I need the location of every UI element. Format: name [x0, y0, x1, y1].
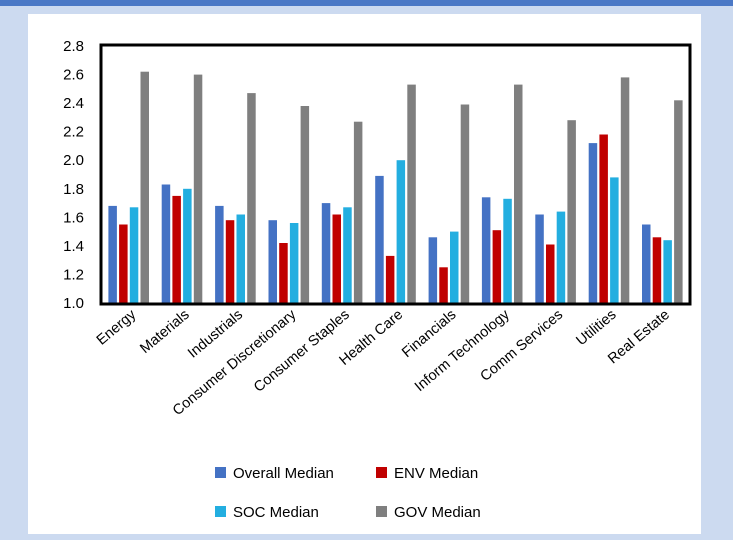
x-category-label: Consumer Staples — [251, 307, 353, 396]
bar-overall-median-5 — [375, 175, 384, 303]
bar-gov-median-6 — [460, 104, 470, 303]
bar-env-median-7 — [492, 230, 502, 303]
bar-soc-median-8 — [556, 211, 566, 303]
bar-env-median-4 — [332, 214, 341, 303]
bar-overall-median-4 — [321, 203, 331, 303]
bar-env-median-8 — [546, 244, 555, 303]
bar-soc-median-5 — [396, 160, 406, 303]
bar-env-median-5 — [385, 255, 395, 303]
bar-soc-median-4 — [343, 207, 352, 303]
bar-gov-median-0 — [140, 71, 149, 303]
bar-soc-median-2 — [236, 214, 245, 303]
bar-overall-median-8 — [535, 214, 544, 303]
y-tick-label: 1.8 — [63, 181, 84, 198]
bar-overall-median-7 — [481, 197, 491, 303]
y-tick-label: 1.0 — [63, 295, 84, 312]
bar-gov-median-1 — [193, 74, 203, 303]
bar-soc-median-6 — [450, 231, 459, 303]
legend-swatch — [215, 506, 226, 517]
bar-chart: 2.8 2.6 2.4 2.2 2.0 1.8 1.6 1.4 1.2 1.0 EnergyMat… — [63, 38, 692, 521]
bar-overall-median-2 — [215, 205, 224, 303]
legend-label: SOC Median — [233, 504, 319, 521]
bar-overall-median-1 — [161, 184, 171, 303]
y-tick-label: 1.6 — [63, 209, 84, 226]
chart-panel: 2.8 2.6 2.4 2.2 2.0 1.8 1.6 1.4 1.2 1.0 Energy Mat… — [28, 14, 701, 534]
legend-swatch — [376, 506, 387, 517]
y-tick-label: 1.4 — [63, 238, 84, 255]
bar-env-median-3 — [279, 243, 288, 303]
bar-gov-median-2 — [247, 93, 256, 303]
y-tick-label: 1.2 — [63, 266, 84, 283]
y-tick-label: 2.4 — [63, 95, 84, 112]
x-category-label: Inform Technology — [412, 306, 513, 395]
legend-label: Overall Median — [233, 465, 334, 482]
bar-gov-median-7 — [514, 84, 523, 303]
bar-env-median-0 — [119, 224, 128, 303]
y-tick-label: 2.6 — [63, 67, 84, 84]
bar-env-median-10 — [652, 237, 662, 303]
bar-env-median-2 — [225, 220, 235, 303]
bar-soc-median-3 — [289, 223, 299, 303]
y-axis-ticks: 2.8 2.6 2.4 2.2 2.0 1.8 1.6 1.4 1.2 1.0 — [63, 38, 84, 312]
legend-swatch — [215, 467, 226, 478]
bar-overall-median-9 — [588, 143, 598, 303]
x-category-label: Utilities — [573, 307, 619, 349]
x-category-label: Energy — [94, 306, 140, 348]
bar-env-median-9 — [599, 134, 608, 303]
bar-env-median-1 — [172, 195, 181, 303]
legend-label: GOV Median — [394, 504, 481, 521]
legend-label: ENV Median — [394, 465, 478, 482]
legend: Overall Median ENV Median SOC Median GOV Me… — [215, 465, 481, 521]
bar-overall-median-0 — [108, 205, 117, 303]
bar-overall-median-10 — [642, 224, 651, 303]
top-accent-bar — [0, 0, 733, 6]
legend-swatch — [376, 467, 387, 478]
plot-frame — [99, 43, 692, 306]
bar-overall-median-6 — [428, 237, 438, 303]
y-tick-label: 2.2 — [63, 124, 84, 141]
bar-soc-median-7 — [503, 198, 512, 303]
bar-gov-median-3 — [300, 106, 310, 303]
bar-soc-median-1 — [183, 188, 192, 303]
bars-group — [108, 71, 683, 304]
bar-gov-median-8 — [567, 120, 576, 303]
bar-gov-median-9 — [620, 77, 630, 304]
bar-soc-median-10 — [663, 240, 672, 303]
bar-env-median-6 — [439, 267, 448, 303]
y-tick-label: 2.8 — [63, 38, 84, 55]
y-tick-label: 2.0 — [63, 152, 84, 169]
bar-gov-median-4 — [353, 121, 363, 303]
bar-soc-median-9 — [610, 177, 619, 303]
bar-soc-median-0 — [129, 207, 139, 303]
bar-gov-median-5 — [407, 84, 416, 303]
bar-gov-median-10 — [674, 100, 683, 303]
bar-overall-median-3 — [268, 220, 277, 303]
